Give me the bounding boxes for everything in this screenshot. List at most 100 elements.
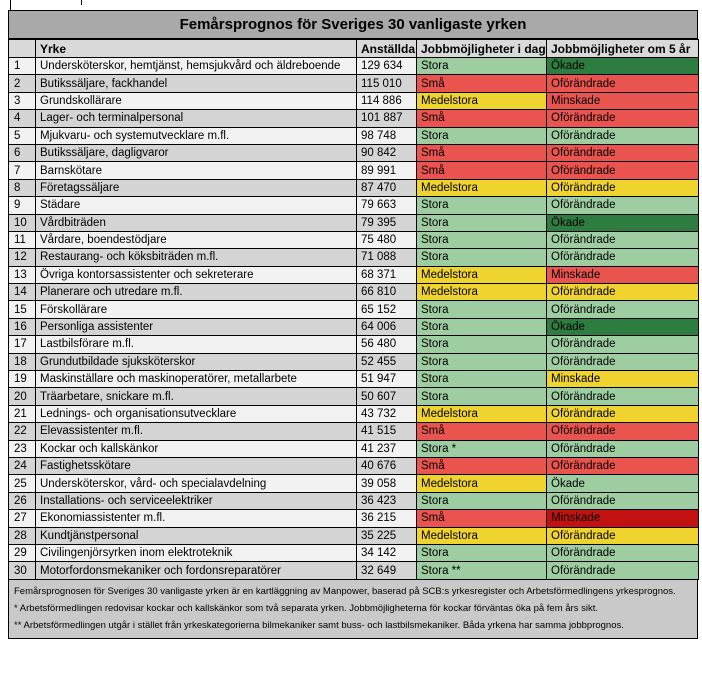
table-row: 1 Undersköterskor, hemtjänst, hemsjukvår… bbox=[8, 56, 699, 76]
table-row: 19 Maskinställare och maskinoperatörer, … bbox=[8, 370, 699, 389]
cell-jobb-idag: Stora bbox=[416, 196, 547, 215]
cell-yrke: Företagssäljare bbox=[35, 178, 357, 198]
cell-jobb-om-5-ar: Oförändrade bbox=[546, 456, 699, 476]
cell-jobb-om-5-ar: Oförändrade bbox=[546, 387, 699, 406]
cell-anstallda: 79 663 bbox=[356, 196, 417, 215]
cell-jobb-om-5-ar: Ökade bbox=[546, 56, 699, 76]
forecast-sheet: Femårsprognos för Sveriges 30 vanligaste… bbox=[8, 10, 699, 639]
cell-yrke: Fastighetsskötare bbox=[35, 456, 357, 476]
cell-jobb-om-5-ar: Oförändrade bbox=[546, 230, 699, 250]
cell-anstallda: 43 732 bbox=[356, 404, 417, 424]
table-row: 29 Civilingenjörsyrken inom elektrotekni… bbox=[8, 543, 699, 563]
table-row: 12 Restaurang- och köksbiträden m.fl. 71… bbox=[8, 248, 699, 267]
cell-anstallda: 39 058 bbox=[356, 474, 417, 493]
cell-jobb-idag: Medelstora bbox=[416, 526, 547, 545]
cell-rank: 8 bbox=[8, 178, 36, 198]
cell-yrke: Civilingenjörsyrken inom elektroteknik bbox=[35, 543, 357, 563]
cell-jobb-idag: Små bbox=[416, 74, 547, 93]
table-row: 13 Övriga kontorsassistenter och sekrete… bbox=[8, 265, 699, 285]
cell-jobb-idag: Stora bbox=[416, 317, 547, 337]
cell-jobb-idag: Stora bbox=[416, 491, 547, 511]
cell-jobb-om-5-ar: Oförändrade bbox=[546, 196, 699, 215]
cell-jobb-idag: Stora * bbox=[416, 439, 547, 458]
cell-yrke: Städare bbox=[35, 196, 357, 215]
cell-jobb-idag: Stora bbox=[416, 213, 547, 232]
cell-jobb-idag: Medelstora bbox=[416, 178, 547, 198]
cell-yrke: Restaurang- och köksbiträden m.fl. bbox=[35, 248, 357, 267]
cell-yrke: Träarbetare, snickare m.fl. bbox=[35, 387, 357, 406]
cell-jobb-idag: Stora bbox=[416, 300, 547, 319]
table-row: 23 Kockar och kallskänkor 41 237 Stora *… bbox=[8, 439, 699, 458]
cell-anstallda: 75 480 bbox=[356, 230, 417, 250]
cell-rank: 28 bbox=[8, 526, 36, 545]
cell-rank: 9 bbox=[8, 196, 36, 215]
cell-yrke: Ekonomiassistenter m.fl. bbox=[35, 509, 357, 528]
cell-yrke: Elevassistenter m.fl. bbox=[35, 422, 357, 441]
table-row: 17 Lastbilsförare m.fl. 56 480 Stora Ofö… bbox=[8, 335, 699, 354]
cell-rank: 15 bbox=[8, 300, 36, 319]
table-row: 4 Lager- och terminalpersonal 101 887 Sm… bbox=[8, 109, 699, 128]
cell-jobb-om-5-ar: Oförändrade bbox=[546, 74, 699, 93]
cell-yrke: Personliga assistenter bbox=[35, 317, 357, 337]
column-header-anstallda: Anställda bbox=[356, 39, 417, 58]
page-title: Femårsprognos för Sveriges 30 vanligaste… bbox=[8, 10, 698, 39]
column-header-rank bbox=[8, 39, 36, 58]
cell-jobb-om-5-ar: Ökade bbox=[546, 213, 699, 232]
cell-yrke: Maskinställare och maskinoperatörer, met… bbox=[35, 370, 357, 389]
cell-yrke: Kockar och kallskänkor bbox=[35, 439, 357, 458]
table-row: 26 Installations- och serviceelektriker … bbox=[8, 491, 699, 511]
cell-anstallda: 87 470 bbox=[356, 178, 417, 198]
table-row: 11 Vårdare, boendestödjare 75 480 Stora … bbox=[8, 230, 699, 250]
cell-anstallda: 52 455 bbox=[356, 352, 417, 372]
cell-jobb-om-5-ar: Oförändrade bbox=[546, 491, 699, 511]
cell-anstallda: 98 748 bbox=[356, 126, 417, 145]
cell-jobb-idag: Små bbox=[416, 161, 547, 180]
cell-rank: 30 bbox=[8, 561, 36, 580]
cell-jobb-idag: Stora bbox=[416, 248, 547, 267]
cell-jobb-idag: Medelstora bbox=[416, 404, 547, 424]
column-header-jobb-idag: Jobbmöjligheter i dag bbox=[416, 39, 547, 58]
table-row: 8 Företagssäljare 87 470 Medelstora Oför… bbox=[8, 178, 699, 198]
cell-jobb-idag: Små bbox=[416, 509, 547, 528]
cell-jobb-idag: Små bbox=[416, 109, 547, 128]
cell-yrke: Undersköterskor, hemtjänst, hemsjukvård … bbox=[35, 56, 357, 76]
cell-jobb-om-5-ar: Oförändrade bbox=[546, 543, 699, 563]
table-row: 18 Grundutbildade sjuksköterskor 52 455 … bbox=[8, 352, 699, 372]
cell-jobb-idag: Medelstora bbox=[416, 265, 547, 285]
table-row: 9 Städare 79 663 Stora Oförändrade bbox=[8, 196, 699, 215]
cell-yrke: Lager- och terminalpersonal bbox=[35, 109, 357, 128]
cell-yrke: Grundskollärare bbox=[35, 91, 357, 111]
cell-anstallda: 51 947 bbox=[356, 370, 417, 389]
cell-rank: 14 bbox=[8, 283, 36, 302]
cell-rank: 25 bbox=[8, 474, 36, 493]
cell-anstallda: 71 088 bbox=[356, 248, 417, 267]
table-row: 15 Förskollärare 65 152 Stora Oförändrad… bbox=[8, 300, 699, 319]
cell-jobb-idag: Medelstora bbox=[416, 283, 547, 302]
cell-jobb-om-5-ar: Oförändrade bbox=[546, 126, 699, 145]
cell-anstallda: 40 676 bbox=[356, 456, 417, 476]
cell-jobb-om-5-ar: Oförändrade bbox=[546, 422, 699, 441]
table-row: 20 Träarbetare, snickare m.fl. 50 607 St… bbox=[8, 387, 699, 406]
cell-yrke: Övriga kontorsassistenter och sekreterar… bbox=[35, 265, 357, 285]
cell-anstallda: 34 142 bbox=[356, 543, 417, 563]
cell-rank: 22 bbox=[8, 422, 36, 441]
table-row: 10 Vårdbiträden 79 395 Stora Ökade bbox=[8, 213, 699, 232]
table-row: 22 Elevassistenter m.fl. 41 515 Små Oför… bbox=[8, 422, 699, 441]
cell-rank: 24 bbox=[8, 456, 36, 476]
cell-rank: 4 bbox=[8, 109, 36, 128]
cell-anstallda: 66 810 bbox=[356, 283, 417, 302]
cell-jobb-om-5-ar: Oförändrade bbox=[546, 143, 699, 163]
cell-rank: 7 bbox=[8, 161, 36, 180]
table-row: 7 Barnskötare 89 991 Små Oförändrade bbox=[8, 161, 699, 180]
cell-jobb-om-5-ar: Oförändrade bbox=[546, 109, 699, 128]
cell-jobb-idag: Små bbox=[416, 422, 547, 441]
cell-anstallda: 56 480 bbox=[356, 335, 417, 354]
cell-jobb-om-5-ar: Ökade bbox=[546, 317, 699, 337]
cell-jobb-idag: Stora bbox=[416, 543, 547, 563]
cell-rank: 3 bbox=[8, 91, 36, 111]
cell-rank: 21 bbox=[8, 404, 36, 424]
cell-rank: 2 bbox=[8, 74, 36, 93]
cell-anstallda: 32 649 bbox=[356, 561, 417, 580]
cell-anstallda: 64 006 bbox=[356, 317, 417, 337]
cell-anstallda: 129 634 bbox=[356, 56, 417, 76]
